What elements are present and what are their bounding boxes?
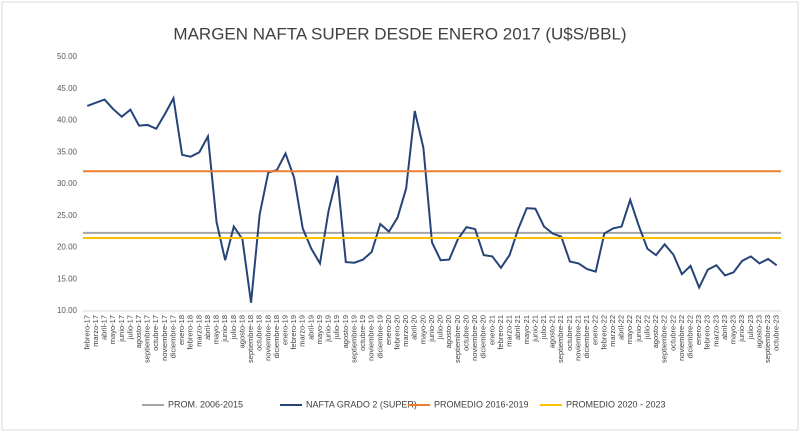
legend-label: PROM. 2006-2015 (168, 399, 243, 409)
x-tick-label: octubre-22 (668, 315, 677, 351)
x-tick-label: marzo-21 (505, 315, 514, 347)
x-tick-label: mayo-18 (212, 315, 221, 344)
x-tick-label: marzo-23 (711, 315, 720, 347)
x-tick-label: enero-19 (280, 315, 289, 345)
x-tick-label: junio-18 (220, 315, 229, 343)
x-tick-label: noviembre-21 (573, 315, 582, 361)
x-tick-label: diciembre-22 (686, 315, 695, 358)
x-tick-label: julio-20 (436, 315, 445, 340)
x-tick-label: agosto-18 (237, 315, 246, 348)
legend-label: PROMEDIO 2016-2019 (434, 399, 529, 409)
x-tick-label: abril-23 (720, 315, 729, 340)
x-tick-label: agosto-17 (134, 315, 143, 348)
x-tick-label: febrero-22 (599, 315, 608, 350)
x-tick-label: enero-21 (487, 315, 496, 345)
x-tick-label: noviembre-18 (263, 315, 272, 361)
x-tick-label: mayo-23 (729, 315, 738, 344)
y-tick-label: 45.00 (57, 84, 78, 93)
x-tick-label: septiembre-22 (660, 315, 669, 363)
y-tick-label: 40.00 (57, 116, 78, 125)
x-tick-label: noviembre-22 (677, 315, 686, 361)
x-tick-label: julio-23 (746, 315, 755, 340)
x-tick-label: febrero-18 (186, 315, 195, 350)
x-tick-label: diciembre-18 (272, 315, 281, 358)
x-tick-label: marzo-17 (91, 315, 100, 347)
legend-label: PROMEDIO 2020 - 2023 (566, 399, 666, 409)
x-tick-label: febrero-19 (289, 315, 298, 350)
chart-title: MARGEN NAFTA SUPER DESDE ENERO 2017 (U$S… (173, 24, 626, 43)
legend-label: NAFTA GRADO 2 (SUPER) (306, 399, 417, 409)
x-tick-label: enero-20 (384, 315, 393, 345)
x-tick-label: junio-21 (530, 315, 539, 343)
y-tick-label: 20.00 (57, 243, 78, 252)
x-tick-label: septiembre-18 (246, 315, 255, 363)
x-tick-label: septiembre-21 (556, 315, 565, 363)
x-tick-label: abril-21 (513, 315, 522, 340)
x-tick-label: abril-18 (203, 315, 212, 340)
y-tick-label: 25.00 (57, 211, 78, 220)
x-tick-label: marzo-20 (401, 315, 410, 347)
x-tick-label: abril-19 (306, 315, 315, 340)
x-tick-label: agosto-20 (444, 315, 453, 348)
x-tick-label: abril-20 (410, 315, 419, 340)
x-tick-label: abril-17 (100, 315, 109, 340)
x-tick-label: julio-18 (229, 315, 238, 340)
x-tick-label: julio-22 (642, 315, 651, 340)
data-line (86, 95, 778, 303)
x-tick-label: diciembre-19 (375, 315, 384, 358)
x-tick-label: agosto-19 (341, 315, 350, 348)
x-tick-label: diciembre-20 (479, 315, 488, 358)
x-tick-label: junio-20 (427, 315, 436, 343)
x-tick-label: mayo-20 (418, 315, 427, 344)
x-tick-label: septiembre-20 (453, 315, 462, 363)
x-tick-label: agosto-23 (754, 315, 763, 348)
x-tick-label: noviembre-17 (160, 315, 169, 361)
x-tick-label: junio-23 (737, 315, 746, 343)
x-tick-label: mayo-19 (315, 315, 324, 344)
y-tick-label: 10.00 (57, 306, 78, 315)
x-tick-label: mayo-21 (522, 315, 531, 344)
x-tick-label: julio-19 (332, 315, 341, 340)
x-tick-label: enero-23 (694, 315, 703, 345)
x-tick-label: septiembre-19 (349, 315, 358, 363)
x-tick-label: febrero-21 (496, 315, 505, 350)
x-tick-label: julio-17 (125, 315, 134, 340)
x-tick-label: mayo-17 (108, 315, 117, 344)
x-tick-label: agosto-21 (548, 315, 557, 348)
x-tick-label: febrero-20 (393, 315, 402, 350)
x-tick-label: junio-19 (324, 315, 333, 343)
x-tick-label: abril-22 (617, 315, 626, 340)
x-tick-label: mayo-22 (625, 315, 634, 344)
x-tick-label: julio-21 (539, 315, 548, 340)
x-tick-label: junio-17 (117, 315, 126, 343)
x-tick-label: agosto-22 (651, 315, 660, 348)
x-tick-label: octubre-17 (151, 315, 160, 351)
x-tick-label: noviembre-19 (367, 315, 376, 361)
x-tick-label: febrero-17 (82, 315, 91, 350)
x-tick-label: marzo-18 (194, 315, 203, 347)
x-tick-label: diciembre-17 (168, 315, 177, 358)
x-tick-label: diciembre-21 (582, 315, 591, 358)
x-tick-label: marzo-19 (298, 315, 307, 347)
x-tick-label: septiembre-17 (143, 315, 152, 363)
y-tick-label: 15.00 (57, 274, 78, 283)
x-tick-label: octubre-21 (565, 315, 574, 351)
x-tick-label: octubre-23 (772, 315, 781, 351)
x-tick-label: octubre-20 (461, 315, 470, 351)
y-tick-label: 35.00 (57, 147, 78, 156)
x-tick-label: octubre-18 (255, 315, 264, 351)
y-tick-label: 30.00 (57, 179, 78, 188)
x-tick-label: enero-18 (177, 315, 186, 345)
x-tick-label: enero-22 (591, 315, 600, 345)
y-tick-label: 50.00 (57, 52, 78, 61)
x-tick-label: octubre-19 (358, 315, 367, 351)
x-tick-label: septiembre-23 (763, 315, 772, 363)
x-tick-label: noviembre-20 (470, 315, 479, 361)
x-tick-label: junio-22 (634, 315, 643, 343)
x-tick-label: marzo-22 (608, 315, 617, 347)
x-tick-label: febrero-23 (703, 315, 712, 350)
